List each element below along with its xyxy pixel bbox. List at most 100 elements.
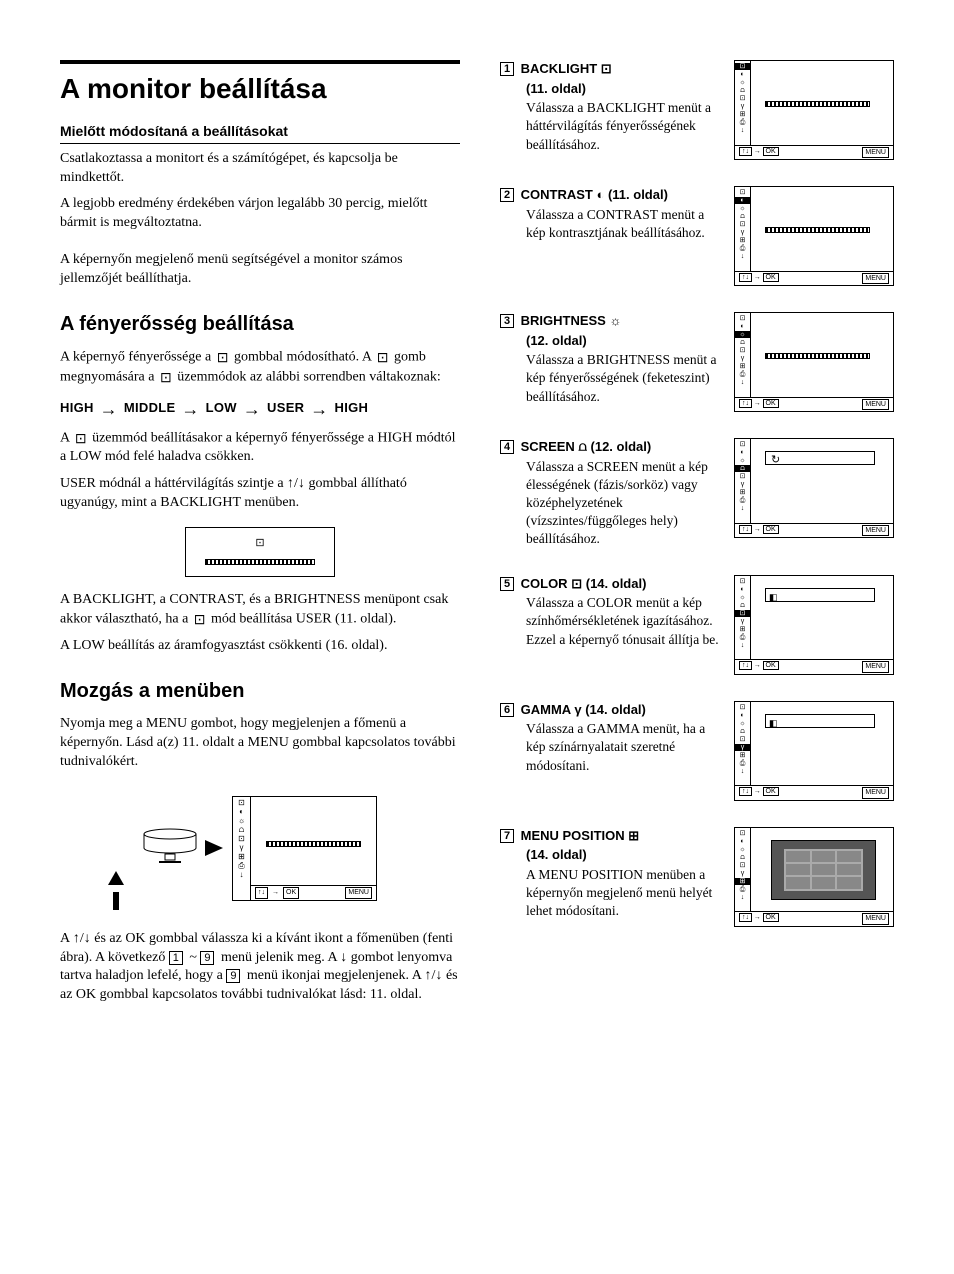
mini-osd-main (751, 828, 893, 912)
item-number: 2 (500, 188, 514, 202)
eco-icon: ⊡ (255, 537, 264, 549)
brightness-p5: A LOW beállítás az áramfogyasztást csökk… (60, 637, 460, 656)
text: A képernyő fényerőssége a (60, 350, 215, 365)
side-glyph: ⊞ (740, 363, 746, 370)
mini-osd: ⊡◐☼⩍⊡γ⊞⎙↓ ◧ ↑↓ → OK MENU (734, 575, 894, 675)
mini-osd-foot: ↑↓ → OK MENU (735, 659, 893, 673)
item-body: Válassza a BRIGHTNESS menüt a kép fényer… (500, 351, 722, 406)
contrast-icon: ◐ (596, 187, 604, 202)
arrow-icon: → (754, 525, 761, 533)
menu-hint: MENU (862, 661, 889, 672)
side-glyph: ⊡ (740, 830, 746, 837)
slider-bar (765, 353, 870, 359)
ok-hint: OK (763, 661, 779, 670)
brightness-icon: ☼ (609, 313, 621, 328)
mini-osd-side: ⊡◐☼⩍⊡γ⊞⎙↓ (735, 187, 751, 271)
menu-hint: MENU (345, 887, 372, 898)
side-glyph: ⊞ (735, 878, 750, 885)
item-body: Válassza a GAMMA menüt, ha a kép színárn… (500, 720, 722, 775)
side-glyph: ⊡ (740, 441, 746, 448)
side-glyph: ⊡ (740, 221, 746, 228)
screen-icon: ⩍ (578, 439, 586, 454)
menu-hint: MENU (862, 787, 889, 798)
side-glyph: ⊡ (740, 347, 746, 354)
side-glyph: γ (741, 870, 745, 877)
arrow-icon: → (754, 273, 761, 281)
menu-item-5: 5 COLOR ⊡ (14. oldal) Válassza a COLOR m… (500, 575, 894, 675)
side-glyph: ☼ (739, 79, 745, 86)
item-number: 7 (500, 829, 514, 843)
ok-hint: OK (763, 787, 779, 796)
side-glyph: ⊡ (735, 63, 750, 70)
side-glyph: ⊞ (740, 111, 746, 118)
side-glyph: ◐ (740, 838, 744, 845)
screen-rect (765, 588, 875, 602)
side-glyph: ☼ (739, 594, 745, 601)
menu-item-2: 2 CONTRAST ◐ (11. oldal) Válassza a CONT… (500, 186, 894, 286)
item-page: (11. oldal) (500, 80, 722, 98)
side-glyph: ↓ (741, 253, 745, 260)
monitor-icon (143, 826, 197, 871)
side-glyph: ⩍ (740, 854, 745, 861)
side-glyph: ◐ (740, 586, 744, 593)
side-glyph: ⩍ (740, 87, 745, 94)
eco-icon: ⊡ (194, 610, 206, 629)
side-glyph: ⊡ (740, 862, 746, 869)
side-glyph: ⎙ (740, 760, 746, 767)
mini-osd-main: ◧ (751, 576, 893, 660)
num-1: 1 (169, 951, 183, 965)
loop-icon: ↻ (771, 453, 780, 468)
menu-diagram: ⊡ ◐ ☼ ⩍ ⊡ γ ⊞ ⎙ ↓ ↑↓ (60, 796, 460, 910)
updown-hint: ↑↓ (739, 525, 752, 534)
mini-osd-side: ⊡◐☼⩍⊡γ⊞⎙↓ (735, 576, 751, 660)
item-body: Válassza a COLOR menüt a kép színhőmérsé… (500, 594, 722, 649)
screen-rect (765, 451, 875, 465)
menu-item-1: 1 BACKLIGHT ⊡ (11. oldal) Válassza a BAC… (500, 60, 894, 160)
side-glyph: γ (741, 618, 745, 625)
side-glyph: ⩍ (740, 339, 745, 346)
updown-hint: ↑↓ (255, 887, 268, 898)
updown-hint: ↑↓ (739, 399, 752, 408)
mini-osd-foot: ↑↓ → OK MENU (735, 271, 893, 285)
side-glyph: γ (735, 744, 750, 751)
side-glyph: ⊞ (740, 489, 746, 496)
item-number: 6 (500, 703, 514, 717)
mode-sequence: HIGH → MIDDLE → LOW → USER → HIGH (60, 399, 460, 417)
right-column: 1 BACKLIGHT ⊡ (11. oldal) Válassza a BAC… (500, 60, 894, 1013)
ok-hint: OK (763, 273, 779, 282)
item-header: 7 MENU POSITION ⊞ (500, 827, 722, 845)
updown-hint: ↑↓ (739, 913, 752, 922)
slider-bar (765, 227, 870, 233)
side-glyph: γ (741, 103, 745, 110)
eco-icon: ⊡ (160, 368, 172, 387)
brightness-p1: A képernyő fényerőssége a ⊡ gombbal módo… (60, 348, 460, 387)
arrow-icon: → (754, 913, 761, 921)
mini-osd: ⊡◐☼⩍⊡γ⊞⎙↓ ↑↓ → OK MENU (734, 60, 894, 160)
mini-osd-side: ⊡◐☼⩍⊡γ⊞⎙↓ (735, 702, 751, 786)
item-page: (12. oldal) (500, 332, 722, 350)
eco-icon: ⊡ (75, 429, 87, 448)
menu-hint: MENU (862, 525, 889, 536)
side-glyph: ⊡ (740, 315, 746, 322)
menu-pos-graphic (771, 840, 876, 900)
nav-heading: Mozgás a menüben (60, 678, 460, 705)
side-glyph: ↓ (741, 894, 745, 901)
side-glyph: ⊡ (740, 736, 746, 743)
menu-hint: MENU (862, 273, 889, 284)
contrast-icon: ◐ (239, 808, 244, 816)
item-header: 2 CONTRAST ◐ (11. oldal) (500, 186, 722, 204)
side-glyph: ☼ (739, 457, 745, 464)
text: üzemmód beállításakor a képernyő fényerő… (60, 430, 456, 464)
gamma-icon: γ (240, 844, 244, 852)
item-page: (12. oldal) (591, 439, 652, 454)
ok-hint: OK (283, 887, 299, 898)
menu-item-7: 7 MENU POSITION ⊞ (14. oldal) A MENU POS… (500, 827, 894, 927)
text: üzemmódok az alábbi sorrendben váltakozn… (177, 369, 441, 384)
side-glyph: ⩍ (740, 728, 745, 735)
osd-footer: ↑↓ → OK MENU (251, 885, 376, 899)
gamma-icon: γ (574, 702, 581, 717)
ok-hint: OK (763, 147, 779, 156)
side-glyph: ☼ (739, 205, 745, 212)
side-glyph: γ (741, 481, 745, 488)
arrow-icon: → (754, 661, 761, 669)
